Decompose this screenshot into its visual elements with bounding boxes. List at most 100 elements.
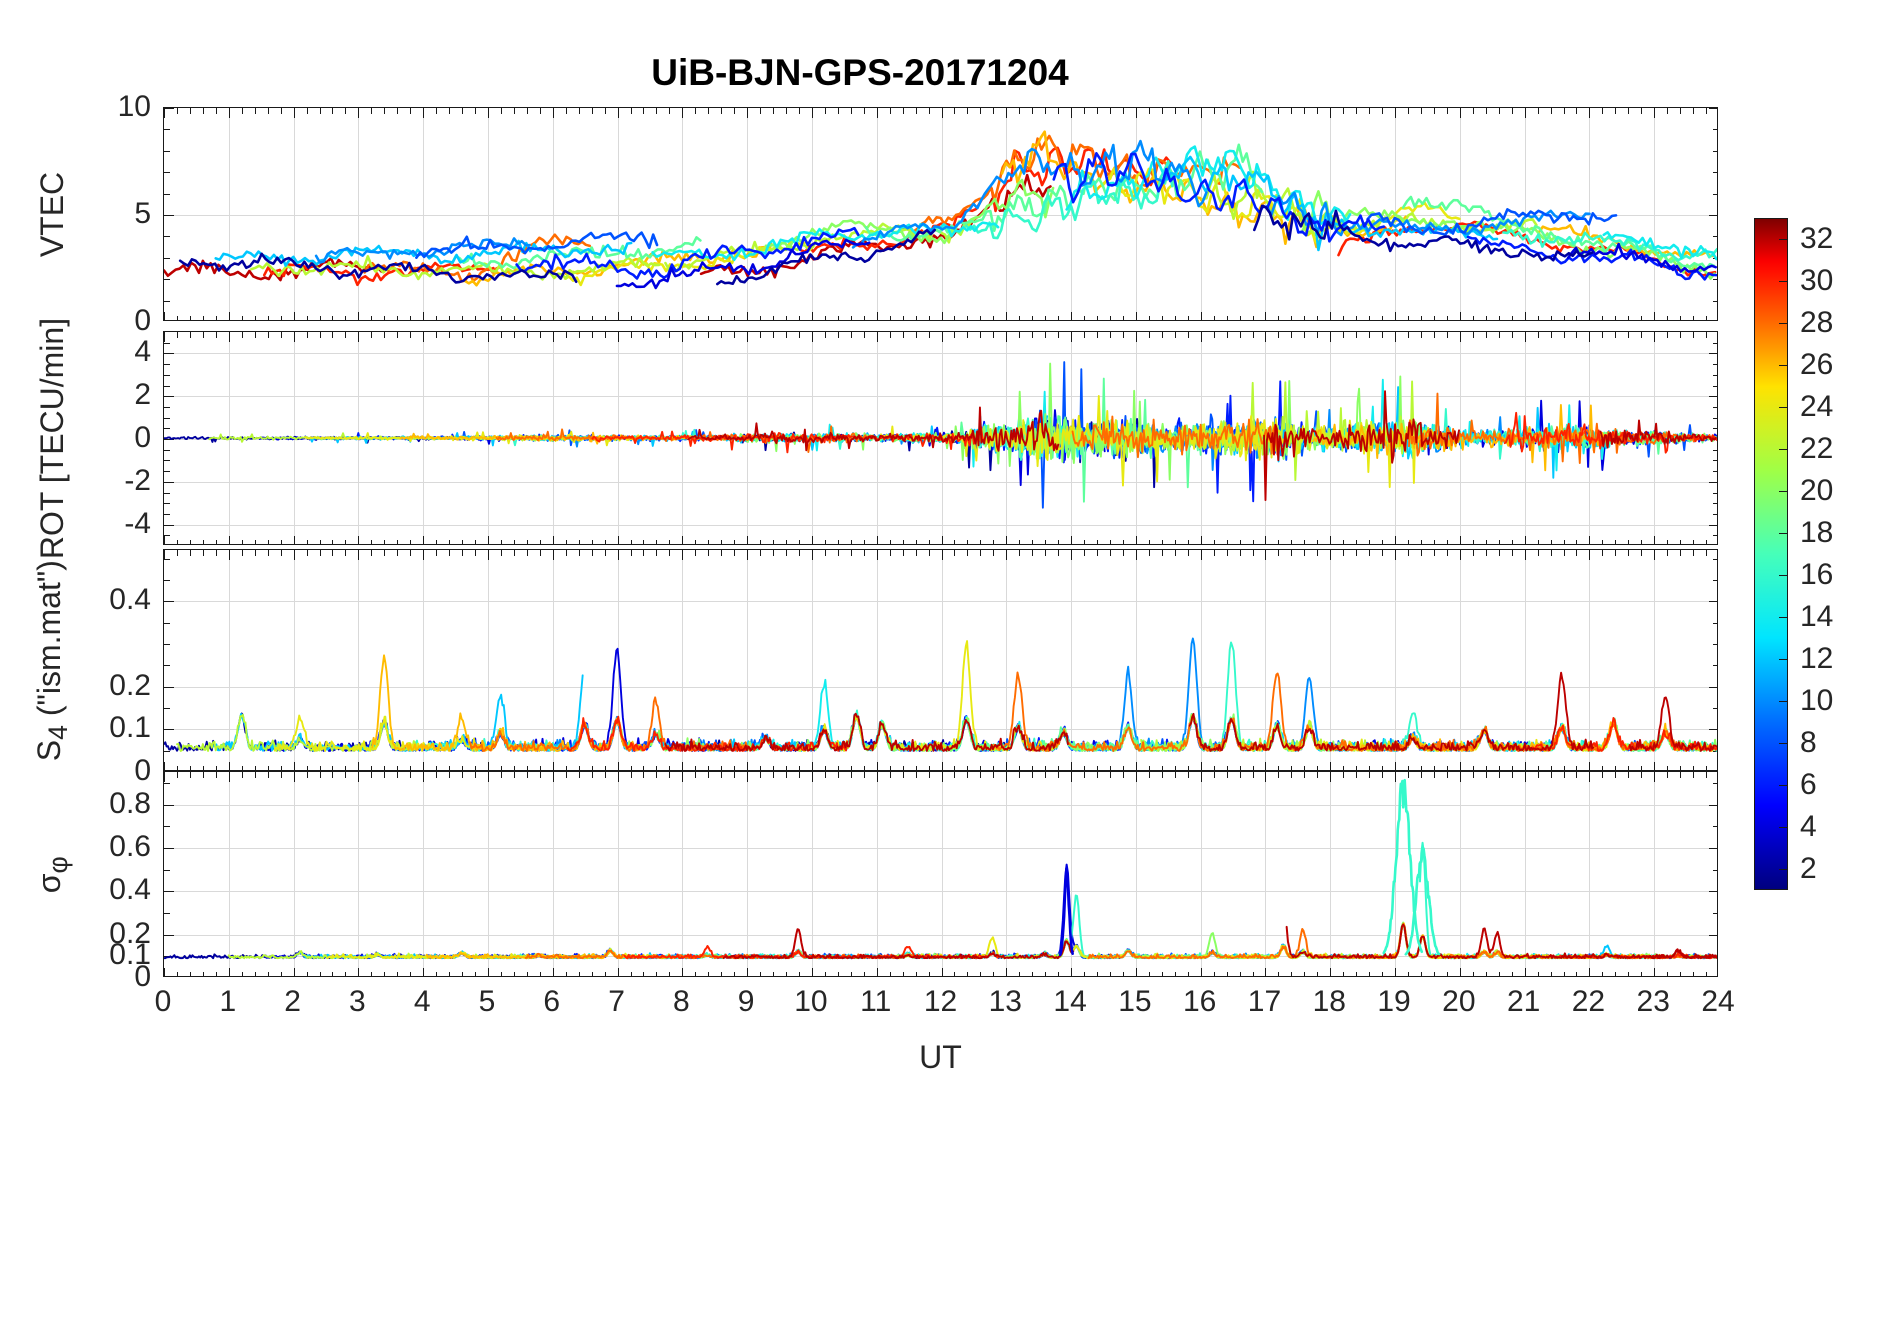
colorbar-tick-label: 4 — [1800, 810, 1817, 843]
x-tick-mark — [1485, 332, 1487, 338]
x-tick-mark — [773, 540, 775, 544]
colorbar-tick-label: 2 — [1800, 852, 1817, 885]
x-tick-mark — [1408, 972, 1409, 976]
y-tick-label-sigmaphi: 0.8 — [109, 786, 151, 820]
x-tick-mark — [1343, 766, 1345, 770]
x-tick-mark — [1628, 332, 1630, 338]
x-tick-mark — [617, 108, 619, 118]
x-tick-mark — [734, 550, 736, 556]
x-tick-mark — [1265, 772, 1267, 782]
colorbar-tick-mark — [1779, 491, 1788, 492]
x-tick-mark — [1213, 772, 1215, 778]
x-tick-mark — [760, 766, 762, 770]
x-tick-mark — [1602, 766, 1604, 770]
x-tick-mark — [1239, 772, 1241, 778]
x-tick-mark — [591, 316, 593, 320]
x-tick-mark — [164, 762, 165, 770]
x-tick-mark — [189, 766, 191, 770]
x-tick-mark — [164, 536, 165, 544]
x-tick-mark — [824, 766, 826, 770]
x-tick-mark — [993, 108, 995, 114]
x-tick-mark — [876, 536, 878, 544]
x-tick-mark — [980, 972, 982, 976]
x-tick-mark — [462, 972, 464, 976]
gridline-vertical — [228, 550, 230, 770]
x-tick-mark — [1524, 108, 1526, 118]
x-tick-mark — [1200, 332, 1202, 342]
colorbar-tick-mark — [1779, 743, 1788, 744]
x-tick-mark — [1071, 312, 1073, 320]
x-tick-mark — [345, 108, 347, 114]
x-tick-mark — [1330, 312, 1332, 320]
x-tick-mark — [215, 766, 217, 770]
x-tick-mark — [1511, 972, 1513, 976]
x-tick-mark — [384, 550, 386, 556]
x-tick-mark — [1706, 108, 1708, 114]
y-tick-mark — [1713, 300, 1717, 302]
x-tick-mark — [837, 972, 839, 976]
x-tick-mark — [1693, 540, 1695, 544]
x-tick-mark — [449, 316, 451, 320]
colorbar-tick-label: 8 — [1800, 726, 1817, 759]
x-tick-mark — [1382, 316, 1384, 320]
x-tick-mark — [1058, 972, 1060, 976]
gridline-vertical — [293, 108, 295, 320]
x-tick-mark — [176, 316, 178, 320]
x-tick-mark — [332, 550, 334, 556]
x-tick-mark — [604, 540, 606, 544]
x-tick-mark — [513, 108, 515, 114]
gridline-vertical — [1006, 772, 1008, 976]
x-tick-mark — [1382, 972, 1384, 976]
x-tick-mark — [449, 550, 451, 556]
x-tick-mark — [1408, 108, 1409, 114]
y-tick-mark — [164, 374, 170, 376]
x-tick-mark — [1498, 540, 1500, 544]
colorbar[interactable] — [1754, 218, 1788, 890]
x-tick-mark — [1226, 316, 1228, 320]
x-tick-mark — [773, 766, 775, 770]
x-tick-mark — [1524, 772, 1526, 782]
x-tick-mark — [1330, 332, 1332, 342]
y-tick-mark — [1709, 891, 1717, 893]
x-tick-mark — [280, 316, 282, 320]
x-tick-mark — [1485, 550, 1487, 556]
x-tick-mark — [487, 762, 489, 770]
x-tick-mark — [1680, 772, 1682, 778]
x-tick-mark — [902, 766, 904, 770]
x-tick-mark — [513, 540, 515, 544]
x-tick-mark — [1641, 766, 1643, 770]
x-tick-mark — [1239, 316, 1241, 320]
x-tick-mark — [798, 332, 800, 338]
x-tick-mark — [1550, 766, 1552, 770]
x-tick-mark — [513, 550, 515, 556]
x-tick-mark — [1187, 550, 1189, 556]
x-tick-mark — [1356, 772, 1358, 778]
x-tick-mark — [682, 536, 684, 544]
x-tick-mark — [915, 316, 917, 320]
x-tick-mark — [980, 772, 982, 778]
x-tick-mark — [1278, 108, 1280, 114]
y-tick-mark — [164, 622, 170, 624]
y-tick-mark — [1713, 172, 1717, 174]
x-tick-mark — [1045, 972, 1047, 976]
x-tick-mark — [423, 772, 425, 782]
y-tick-mark — [1713, 428, 1717, 430]
plot-panel-s4[interactable] — [163, 549, 1718, 771]
plot-panel-vtec[interactable] — [163, 107, 1718, 321]
gridline-horizontal — [164, 934, 1717, 936]
y-tick-mark — [1713, 513, 1717, 515]
x-tick-mark — [1304, 550, 1306, 556]
x-tick-mark — [1408, 332, 1409, 338]
x-tick-mark — [876, 550, 878, 560]
x-tick-mark — [241, 766, 243, 770]
y-tick-mark — [1713, 236, 1717, 238]
y-tick-label-rot: 0 — [134, 421, 151, 454]
x-tick-mark — [1537, 108, 1539, 114]
gridline-horizontal — [164, 524, 1717, 526]
x-tick-mark — [1019, 972, 1021, 976]
plot-panel-sigmaphi[interactable] — [163, 771, 1718, 977]
x-tick-mark — [1278, 766, 1280, 770]
plot-panel-rot[interactable] — [163, 331, 1718, 545]
y-tick-mark — [1709, 934, 1717, 936]
x-tick-mark — [1161, 766, 1163, 770]
